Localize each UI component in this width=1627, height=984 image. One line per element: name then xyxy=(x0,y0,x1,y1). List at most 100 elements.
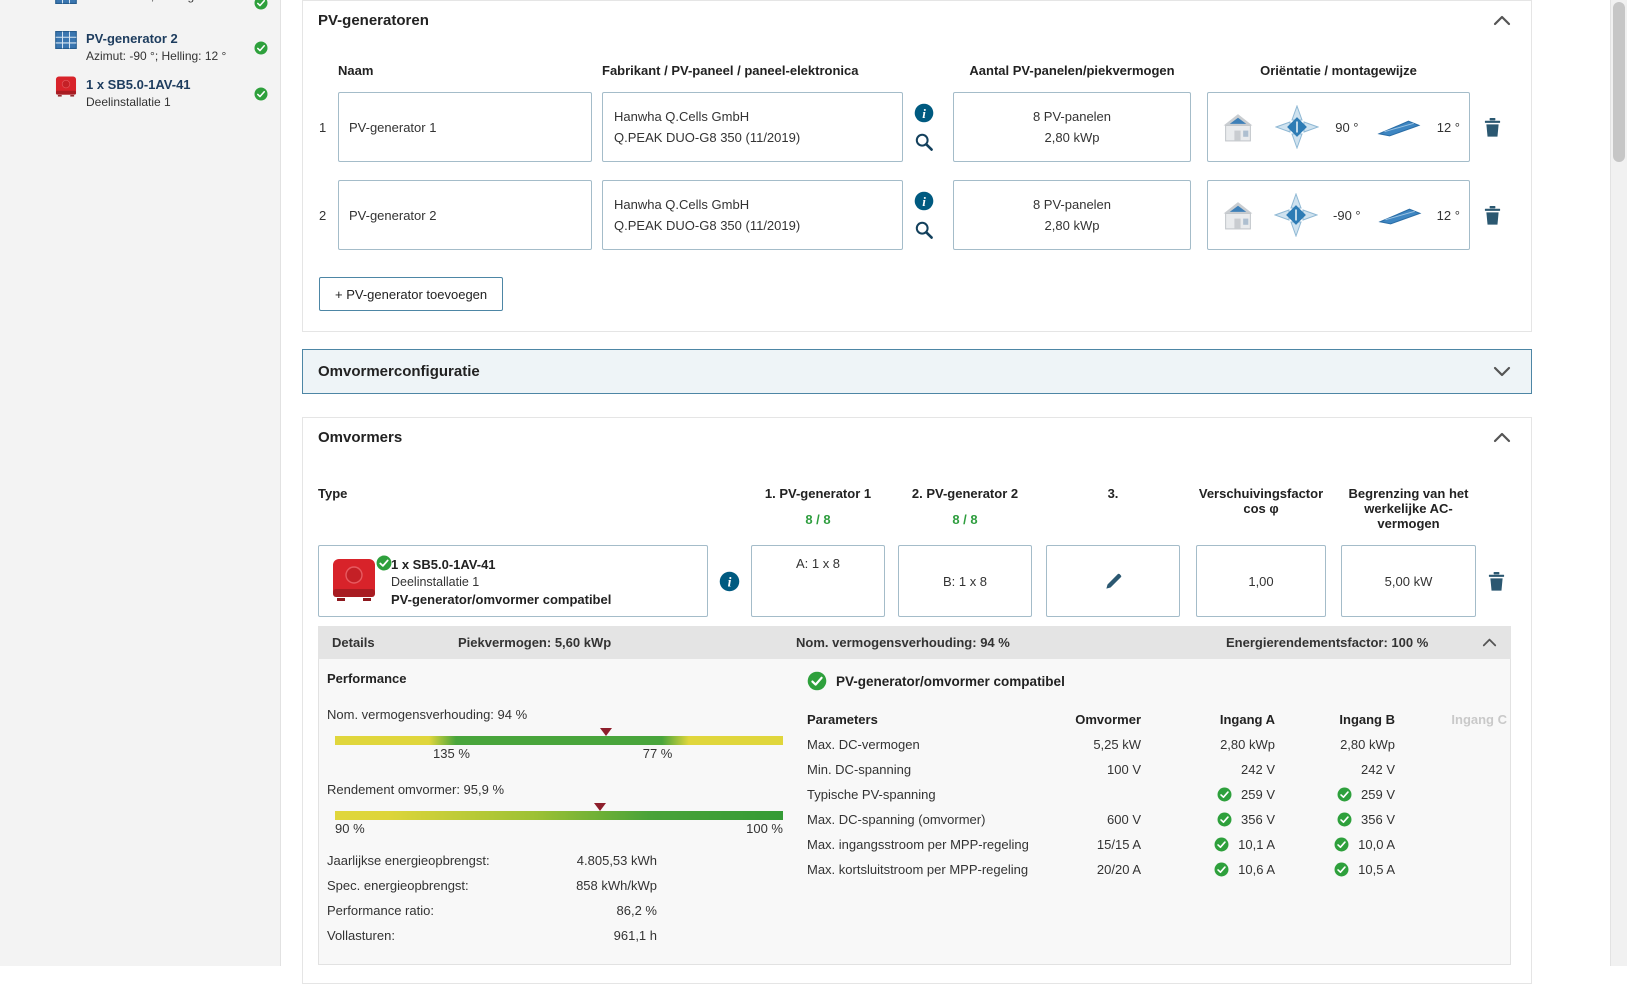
inverter-icon xyxy=(55,76,77,97)
parameter-row: Max. DC-vermogen 5,25 kW 2,80 kWp 2,80 k… xyxy=(807,732,1507,757)
sidebar-item-subtitle: Deelinstallatie 1 xyxy=(86,95,171,109)
orientation-box[interactable]: -90 ° 12 ° xyxy=(1207,180,1470,250)
value-omvormer: 5,25 kW xyxy=(1093,737,1141,752)
details-label: Details xyxy=(332,635,375,650)
input-a-box[interactable]: A: 1 x 8 xyxy=(751,545,885,617)
delete-inverter-button[interactable] xyxy=(1488,572,1505,591)
inverter-config-band[interactable]: Omvormerconfiguratie xyxy=(302,349,1532,394)
info-icon[interactable] xyxy=(719,571,740,592)
check-icon xyxy=(1214,837,1229,852)
column-naam: Naam xyxy=(338,63,374,78)
house-icon xyxy=(1217,199,1259,232)
input-3-box[interactable] xyxy=(1046,545,1180,617)
details-bar[interactable]: Details Piekvermogen: 5,60 kWp Nom. verm… xyxy=(318,626,1511,659)
sidebar-item-pv-generator-2[interactable]: PV-generator 2 Azimut: -90 °; Helling: 1… xyxy=(0,25,280,71)
info-icon[interactable] xyxy=(914,103,934,123)
panel-selection-box[interactable]: Hanwha Q.Cells GmbH Q.PEAK DUO-G8 350 (1… xyxy=(602,92,903,162)
ac-limit-value: 5,00 kW xyxy=(1384,573,1433,589)
tilted-panel-icon xyxy=(1375,118,1421,137)
column-orientatie: Oriëntatie / montagewijze xyxy=(1260,63,1417,78)
delete-generator-button[interactable] xyxy=(1484,118,1501,137)
manufacturer-text: Hanwha Q.Cells GmbH xyxy=(614,109,750,124)
parameters-table: Parameters Omvormer Ingang A Ingang B In… xyxy=(807,707,1507,882)
panel-model-text: Q.PEAK DUO-G8 350 (11/2019) xyxy=(614,130,801,145)
generator-name-field[interactable] xyxy=(338,180,592,250)
cos-phi-box[interactable]: 1,00 xyxy=(1196,545,1326,617)
panel-selection-box[interactable]: Hanwha Q.Cells GmbH Q.PEAK DUO-G8 350 (1… xyxy=(602,180,903,250)
inverter-type-box[interactable]: 1 x SB5.0-1AV-41 Deelinstallatie 1 PV-ge… xyxy=(318,545,708,617)
delete-generator-button[interactable] xyxy=(1484,206,1501,225)
inverter-row: 1 x SB5.0-1AV-41 Deelinstallatie 1 PV-ge… xyxy=(303,545,1531,617)
generator-name-field[interactable] xyxy=(338,92,592,162)
check-icon xyxy=(1334,837,1349,852)
performance-stats: Jaarlijkse energieopbrengst: 4.805,53 kW… xyxy=(327,848,797,948)
value-ingang-b: 10,0 A xyxy=(1275,837,1395,852)
stat-label: Spec. energieopbrengst: xyxy=(327,878,469,893)
param-label: Max. kortsluitstroom per MPP-regeling xyxy=(807,862,1029,877)
value-text: 259 V xyxy=(1361,787,1395,802)
add-pv-generator-button[interactable]: + PV-generator toevoegen xyxy=(319,277,504,311)
parameter-row: Max. DC-spanning (omvormer) 600 V 356 V … xyxy=(807,807,1507,832)
ac-limit-box[interactable]: 5,00 kW xyxy=(1341,545,1476,617)
pv-generator-row: 2 Hanwha Q.Cells GmbH Q.PEAK DUO-G8 350 … xyxy=(303,180,1531,250)
sidebar-item-pv-generator-1[interactable]: Azimut: 90 °; Helling: 12 ° xyxy=(0,0,280,25)
panel-actions xyxy=(911,191,937,240)
stat-value: 86,2 % xyxy=(616,903,657,918)
compatibility-section: PV-generator/omvormer compatibel Paramet… xyxy=(807,659,1507,948)
generator-2-label: 2. PV-generator 2 xyxy=(911,486,1019,501)
info-icon[interactable] xyxy=(914,191,934,211)
scrollbar-thumb[interactable] xyxy=(1613,2,1625,162)
value-ingang-a: 259 V xyxy=(1155,787,1275,802)
search-icon[interactable] xyxy=(914,220,934,240)
peak-power-text: 2,80 kWp xyxy=(1044,218,1100,233)
chevron-up-icon[interactable] xyxy=(1482,638,1497,647)
value-ingang-b: 259 V xyxy=(1275,787,1395,802)
vertical-scrollbar[interactable] xyxy=(1610,0,1627,966)
chevron-up-icon[interactable] xyxy=(1493,432,1511,443)
inverter-info-col xyxy=(708,545,751,617)
inverters-panel: Omvormers Type 1. PV-generator 1 8 / 8 2… xyxy=(302,417,1532,984)
check-icon xyxy=(254,87,268,101)
sidebar-item-inverter[interactable]: 1 x SB5.0-1AV-41 Deelinstallatie 1 xyxy=(0,71,280,117)
panel-count-box[interactable]: 8 PV-panelen 2,80 kWp xyxy=(953,180,1191,250)
row-index: 2 xyxy=(319,207,327,223)
check-icon xyxy=(1337,787,1352,802)
parameter-row: Typische PV-spanning 259 V 259 V xyxy=(807,782,1507,807)
value-omvormer: 100 V xyxy=(1107,762,1141,777)
generator-name-input[interactable] xyxy=(349,119,581,135)
stat-value: 4.805,53 kWh xyxy=(576,853,657,868)
nominal-ratio-summary: Nom. vermogensverhouding: 94 % xyxy=(796,635,1010,650)
input-a-value: A: 1 x 8 xyxy=(795,556,841,571)
value-ingang-a: 2,80 kWp xyxy=(1220,737,1275,752)
value-ingang-a: 10,1 A xyxy=(1155,837,1275,852)
pv-panel-icon xyxy=(55,0,77,5)
chevron-down-icon[interactable] xyxy=(1493,366,1511,377)
value-ingang-a: 356 V xyxy=(1155,812,1275,827)
panel-count-text: 8 PV-panelen xyxy=(1032,197,1112,212)
bar-marker xyxy=(600,728,613,736)
trash-icon xyxy=(1484,206,1501,225)
param-label: Typische PV-spanning xyxy=(807,787,936,802)
param-label: Max. DC-vermogen xyxy=(807,737,920,752)
generator-name-input[interactable] xyxy=(349,207,581,223)
column-fabrikant: Fabrikant / PV-paneel / paneel-elektroni… xyxy=(602,63,859,78)
trash-icon xyxy=(1484,118,1501,137)
inverter-icon xyxy=(331,557,377,603)
tilt-value: 12 ° xyxy=(1436,119,1460,135)
orientation-box[interactable]: 90 ° 12 ° xyxy=(1207,92,1470,162)
value-ingang-b: 242 V xyxy=(1361,762,1395,777)
main-content: PV-generatoren Naam Fabrikant / PV-panee… xyxy=(302,0,1532,984)
panel-count-box[interactable]: 8 PV-panelen 2,80 kWp xyxy=(953,92,1191,162)
inverter-subinstallation: Deelinstallatie 1 xyxy=(391,575,480,589)
input-b-box[interactable]: B: 1 x 8 xyxy=(898,545,1032,617)
pv-panel-icon xyxy=(55,30,77,50)
scale-label: 100 % xyxy=(746,821,783,836)
bar1-label: Nom. vermogensverhouding: 94 % xyxy=(327,707,528,722)
bar-marker xyxy=(594,803,607,811)
sidebar-item-title: 1 x SB5.0-1AV-41 xyxy=(86,77,191,92)
check-icon xyxy=(1217,812,1232,827)
search-icon[interactable] xyxy=(914,132,934,152)
chevron-up-icon[interactable] xyxy=(1493,15,1511,26)
param-label: Min. DC-spanning xyxy=(807,762,912,777)
inverter-info: 1 x SB5.0-1AV-41 Deelinstallatie 1 PV-ge… xyxy=(391,557,611,616)
